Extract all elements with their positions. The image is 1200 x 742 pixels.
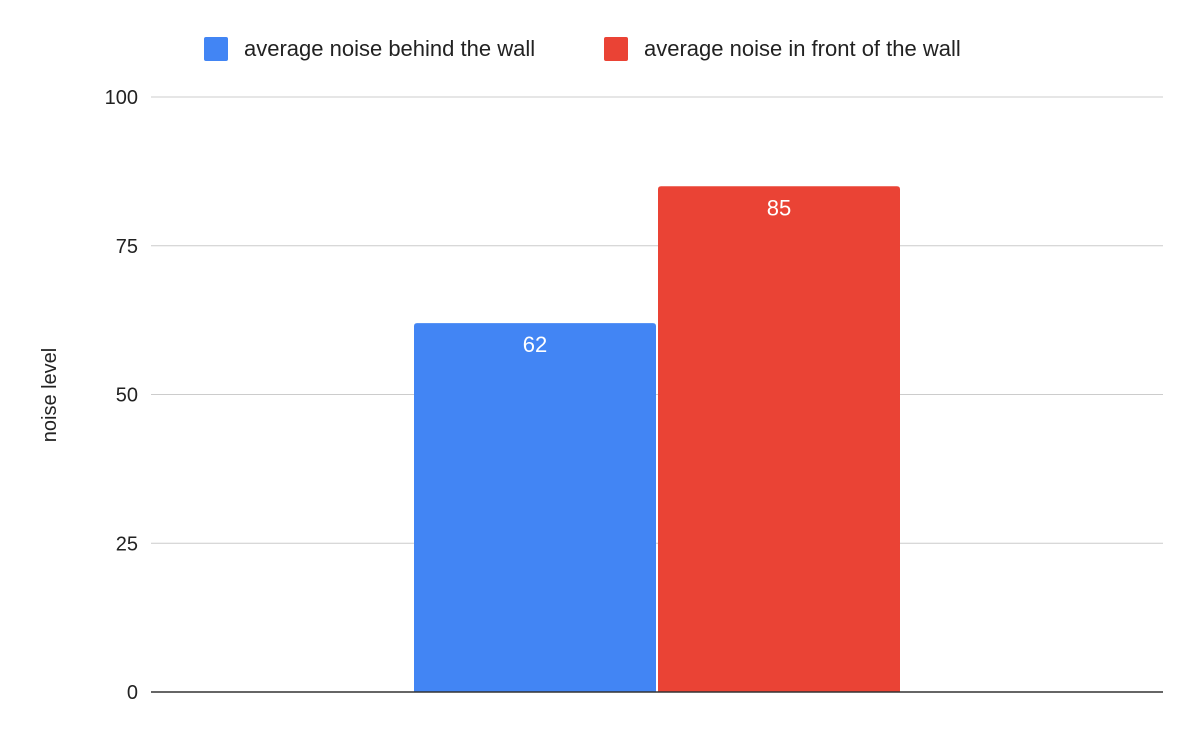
- bar-series-2: [658, 186, 900, 692]
- gridlines: [151, 96, 1163, 544]
- legend-label-1: average noise behind the wall: [244, 36, 535, 61]
- y-tick-label-100: 100: [105, 87, 138, 109]
- bar-data-label-1: 62: [523, 332, 547, 357]
- bars: [414, 186, 900, 692]
- legend: average noise behind the wall average noi…: [204, 36, 961, 61]
- legend-swatch-2: [604, 37, 628, 61]
- y-tick-label-25: 25: [116, 533, 138, 555]
- y-tick-label-0: 0: [127, 682, 138, 704]
- legend-label-2: average noise in front of the wall: [644, 36, 961, 61]
- bar-series-1: [414, 323, 656, 692]
- y-axis-title: noise level: [39, 348, 61, 443]
- y-tick-label-75: 75: [116, 236, 138, 258]
- y-tick-label-50: 50: [116, 385, 138, 407]
- y-axis-ticks: 0 25 50 75 100: [105, 87, 138, 704]
- data-labels: 62 85: [523, 195, 791, 357]
- legend-swatch-1: [204, 37, 228, 61]
- bar-data-label-2: 85: [767, 195, 791, 220]
